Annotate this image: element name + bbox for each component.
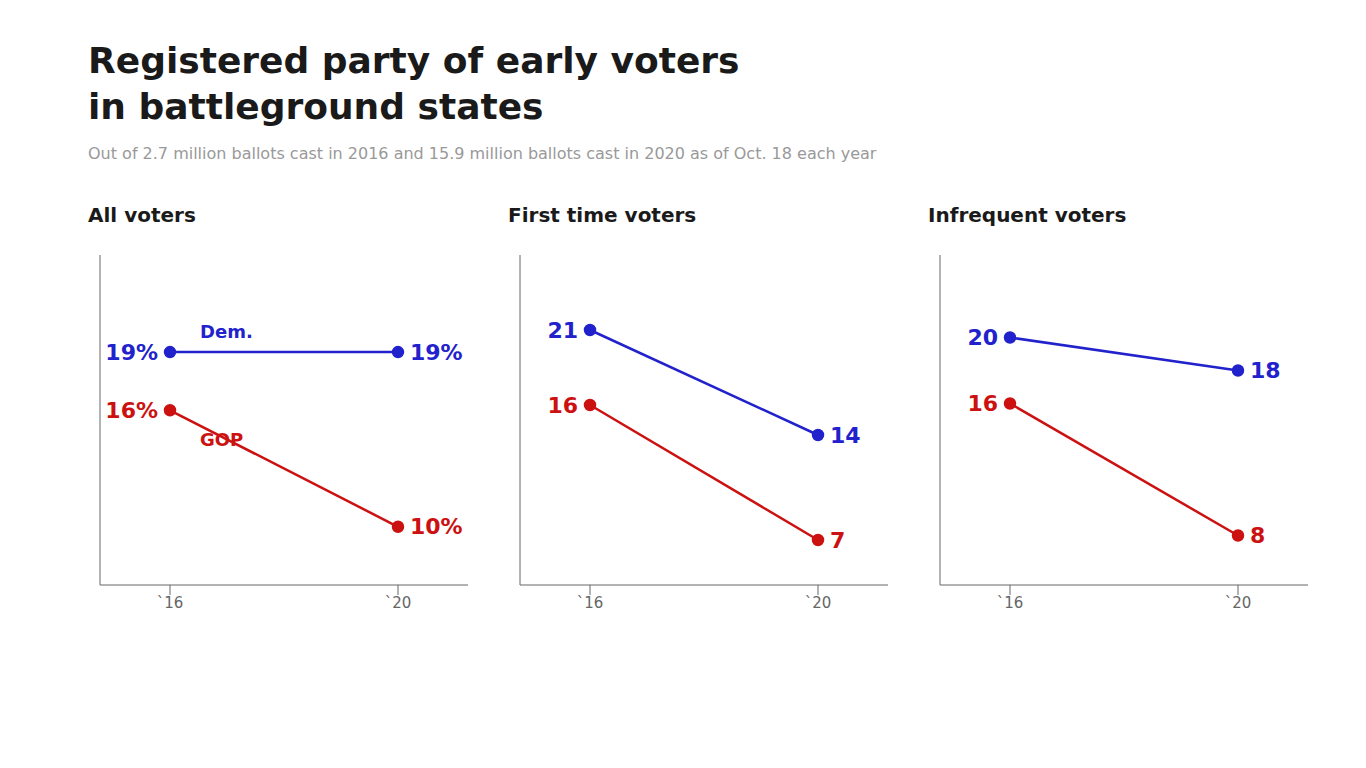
html-text:Out of 2.7 million ballots cas: Out of 2.7 million ballots cast in 2016 …	[88, 144, 877, 163]
svg-text:`16: `16	[157, 594, 184, 612]
svg-text:`16: `16	[577, 594, 604, 612]
svg-text:`20: `20	[385, 594, 412, 612]
html-text:First time voters: First time voters	[508, 203, 697, 227]
svg-text:16: 16	[547, 393, 578, 418]
html-text:Registered party of early vote: Registered party of early voters	[88, 40, 740, 81]
svg-text:14: 14	[830, 423, 861, 448]
svg-text:19%: 19%	[105, 340, 158, 365]
svg-text:8: 8	[1250, 523, 1265, 548]
svg-text:16: 16	[967, 391, 998, 416]
svg-text:20: 20	[967, 325, 998, 350]
svg-text:19%: 19%	[410, 340, 463, 365]
html-text:All voters: All voters	[88, 203, 196, 227]
svg-text:7: 7	[830, 528, 845, 553]
svg-text:`16: `16	[997, 594, 1024, 612]
svg-text:21: 21	[547, 318, 578, 343]
html-text:in battleground states: in battleground states	[88, 86, 544, 127]
svg-text:16%: 16%	[105, 398, 158, 423]
svg-text:18: 18	[1250, 358, 1281, 383]
svg-text:Dem.: Dem.	[200, 321, 253, 342]
svg-text:10%: 10%	[410, 514, 463, 539]
svg-text:GOP: GOP	[200, 429, 243, 450]
svg-text:`20: `20	[805, 594, 832, 612]
html-text:Infrequent voters: Infrequent voters	[928, 203, 1127, 227]
svg-text:`20: `20	[1225, 594, 1252, 612]
